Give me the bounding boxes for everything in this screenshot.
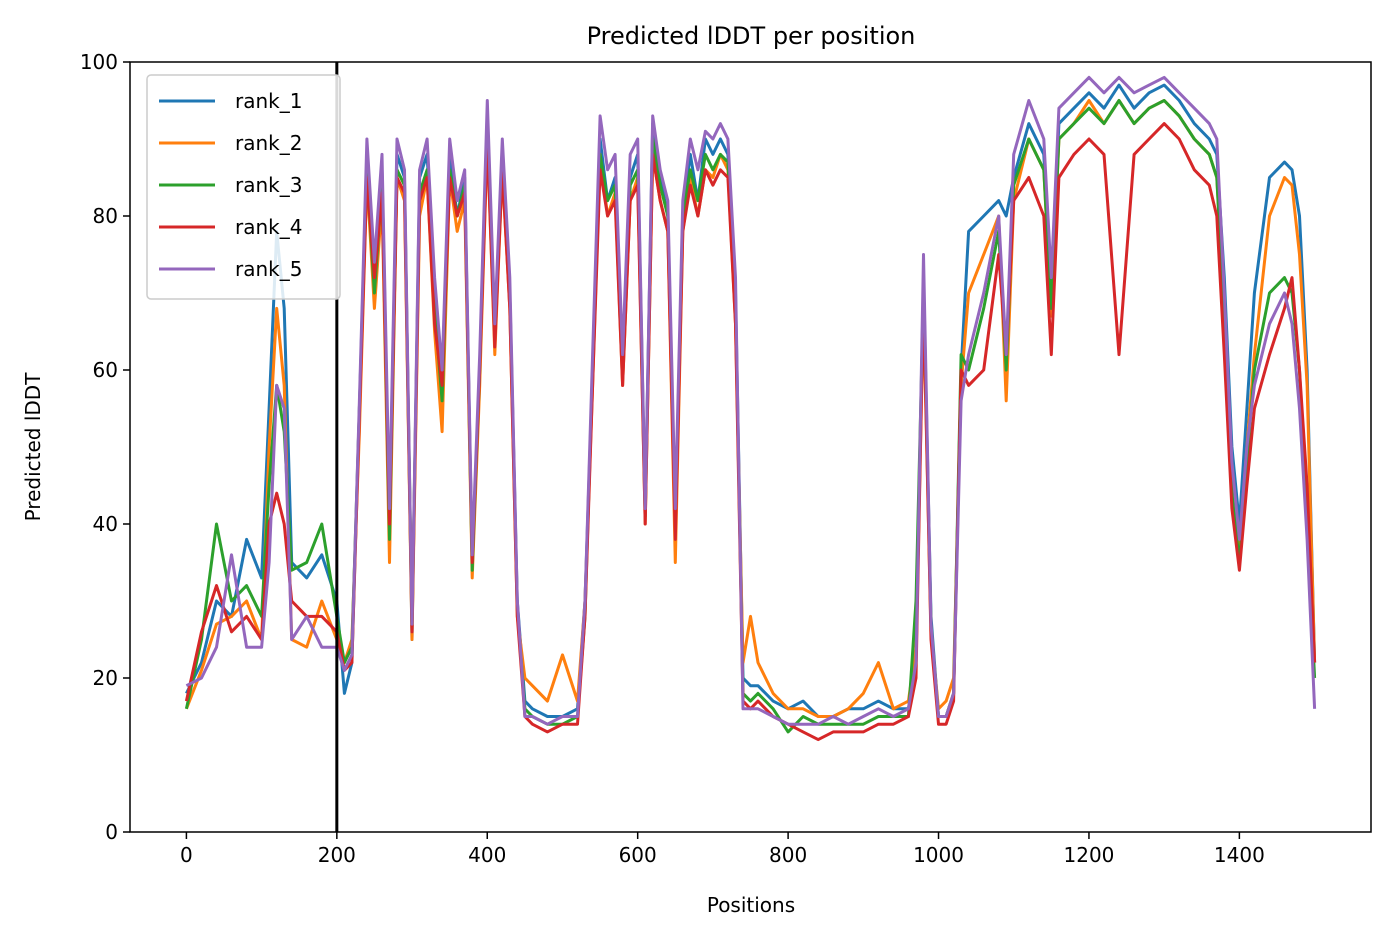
x-axis: 0 200 400 600 800 1000 1200 1400: [180, 832, 1265, 867]
y-axis: 0 20 40 60 80 100: [80, 50, 130, 844]
series-line-rank_3: [184, 99, 1317, 734]
y-tick-label: 60: [93, 358, 118, 382]
axes-frame: [129, 61, 1372, 833]
series-layer: [184, 75, 1317, 742]
x-tick-label: 1400: [1214, 843, 1265, 867]
series-line-rank_4: [184, 122, 1317, 742]
series-line-rank_2: [185, 99, 1317, 718]
legend: rank_1 rank_2 rank_3 rank_4 rank_5: [146, 74, 341, 300]
y-tick-label: 0: [105, 820, 118, 844]
x-tick-label: 200: [318, 843, 356, 867]
legend-label-rank_4: rank_4: [235, 215, 302, 239]
legend-label-rank_3: rank_3: [235, 173, 302, 197]
chart-title: Predicted lDDT per position: [587, 22, 916, 50]
x-tick-label: 1200: [1064, 843, 1115, 867]
x-tick-label: 800: [769, 843, 807, 867]
legend-box: [146, 74, 341, 300]
y-axis-label: Predicted lDDT: [21, 372, 45, 522]
legend-label-rank_2: rank_2: [235, 131, 302, 155]
series-line-rank_5: [185, 75, 1317, 726]
y-tick-label: 40: [93, 512, 118, 536]
y-tick-label: 20: [93, 666, 118, 690]
legend-label-rank_1: rank_1: [235, 89, 302, 113]
x-tick-label: 1000: [913, 843, 964, 867]
x-tick-label: 600: [619, 843, 657, 867]
y-tick-label: 100: [80, 50, 118, 74]
legend-label-rank_5: rank_5: [235, 257, 302, 281]
x-tick-label: 400: [468, 843, 506, 867]
x-axis-label: Positions: [707, 893, 795, 917]
y-tick-label: 80: [93, 204, 118, 228]
x-tick-label: 0: [180, 843, 193, 867]
